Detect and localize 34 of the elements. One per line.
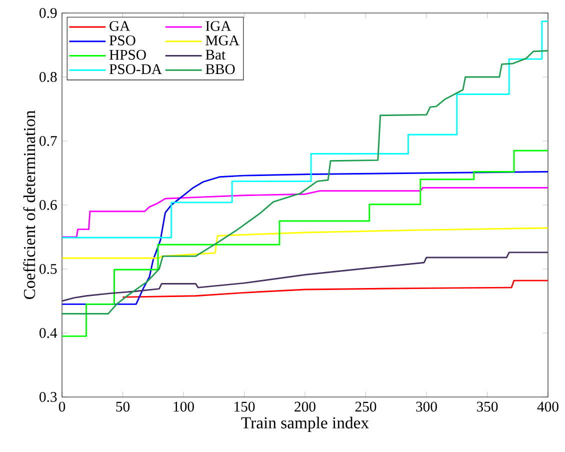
line-series bbox=[62, 227, 548, 259]
y-tick-label: 0.4 bbox=[40, 328, 58, 338]
y-tick-label: 0.7 bbox=[40, 136, 57, 146]
line-series bbox=[62, 186, 548, 238]
x-tick-label: 300 bbox=[416, 402, 437, 412]
legend-label: HPSO bbox=[109, 50, 146, 60]
x-tick-label: 0 bbox=[58, 402, 66, 412]
x-tick-label: 400 bbox=[537, 402, 558, 412]
line-series bbox=[122, 280, 548, 298]
line-series bbox=[62, 170, 548, 305]
x-tick-label: 200 bbox=[294, 402, 316, 412]
x-tick-label: 50 bbox=[116, 402, 130, 412]
y-axis-title: Coefficient of determination bbox=[23, 110, 36, 300]
x-tick-label: 150 bbox=[234, 402, 255, 412]
legend-label: Bat bbox=[206, 50, 226, 60]
y-tick-label: 0.5 bbox=[40, 264, 57, 274]
legend-label: PSO bbox=[109, 35, 136, 46]
x-tick-label: 100 bbox=[174, 402, 194, 412]
y-tick-label: 0.9 bbox=[40, 8, 57, 18]
line-series bbox=[62, 20, 548, 238]
line-series bbox=[62, 252, 548, 302]
x-axis-title: Train sample index bbox=[241, 416, 369, 432]
y-tick-label: 0.3 bbox=[40, 392, 57, 402]
line-series bbox=[62, 50, 548, 315]
x-tick-label: 350 bbox=[476, 402, 498, 412]
legend-label: PSO-DA bbox=[109, 64, 162, 74]
legend-label: MGA bbox=[206, 35, 240, 46]
line-series bbox=[62, 150, 548, 337]
y-tick-label: 0.8 bbox=[40, 72, 57, 82]
legend-label: IGA bbox=[206, 21, 232, 31]
y-tick-label: 0.6 bbox=[40, 200, 57, 210]
legend-label: BBO bbox=[206, 64, 235, 74]
x-tick-label: 250 bbox=[355, 402, 376, 412]
legend-label: GA bbox=[110, 21, 130, 31]
